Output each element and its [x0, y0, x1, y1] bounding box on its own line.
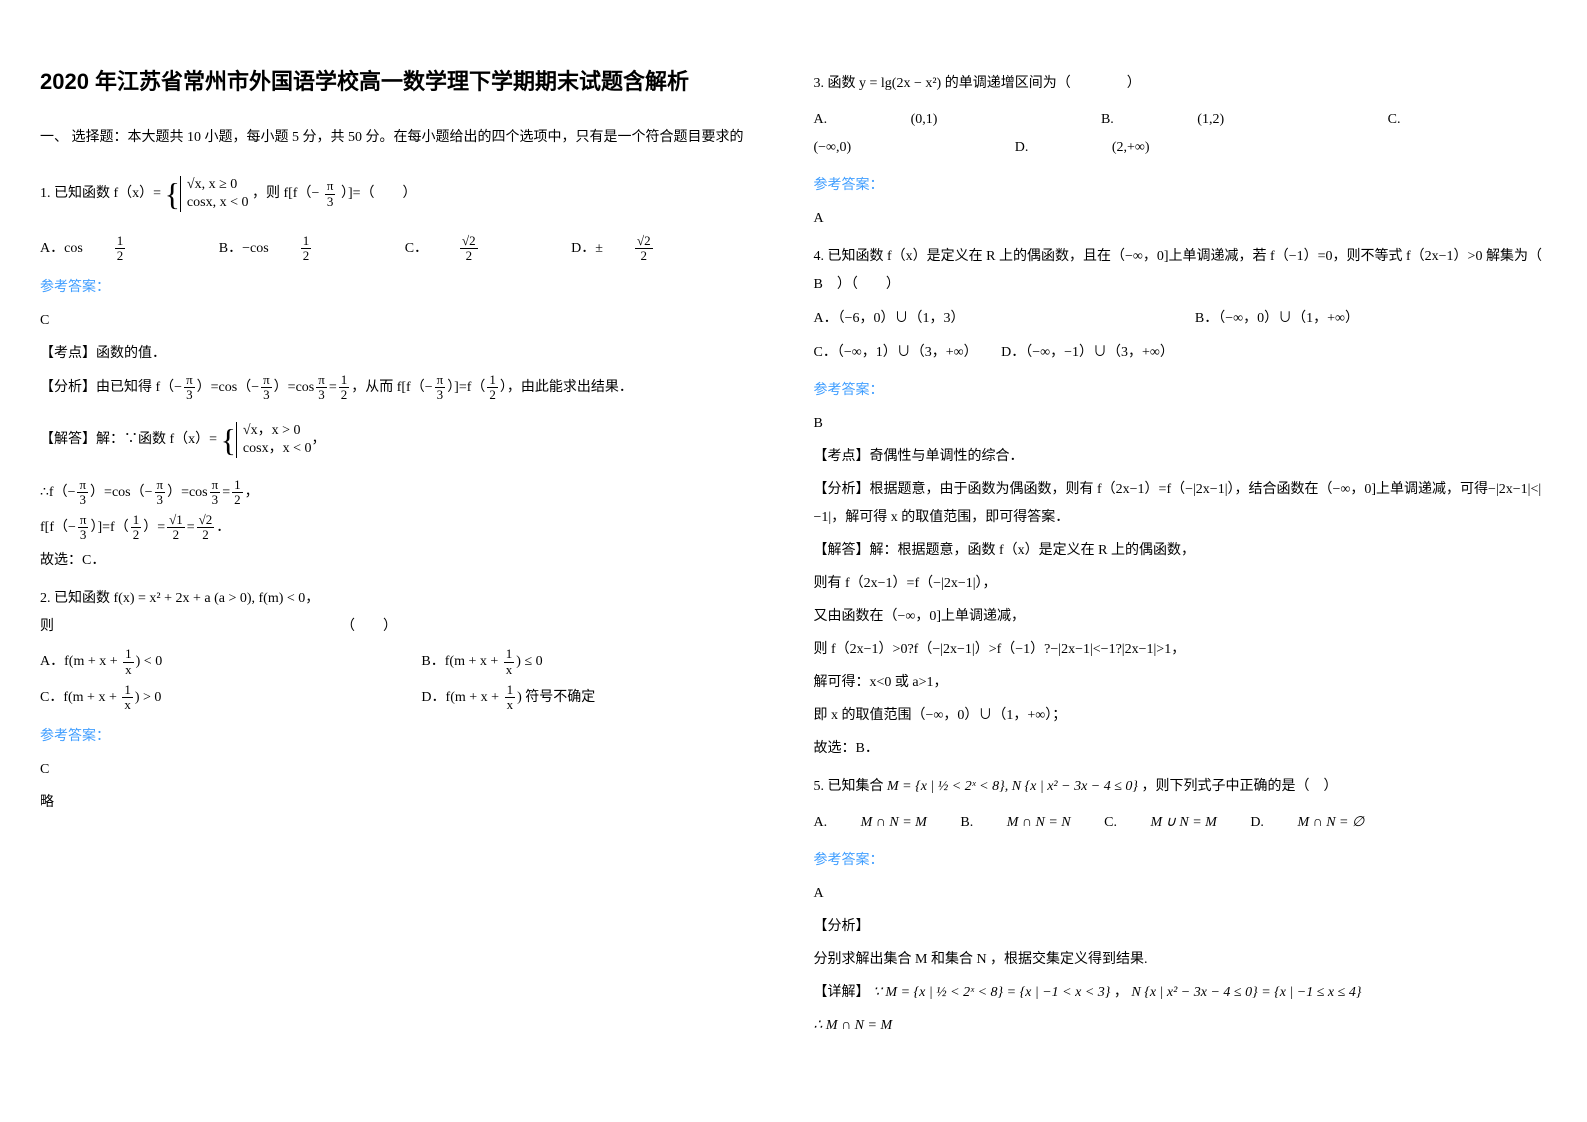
- q4-jieda2: 则有 f（2x−1）=f（−|2x−1|），: [814, 570, 1548, 598]
- q4-guxuan: 故选：B．: [814, 735, 1548, 763]
- q4-fenxi: 【分析】根据题意，由于函数为偶函数，则有 f（2x−1）=f（−|2x−1|），…: [814, 476, 1548, 532]
- q5-conclusion: ∴ M ∩ N = M: [814, 1012, 1548, 1040]
- q1-guxuan: 故选：C．: [40, 547, 774, 575]
- brace-icon: {: [165, 176, 180, 212]
- q4-jieda3: 又由函数在（−∞，0]上单调递减，: [814, 603, 1548, 631]
- section-heading: 一、 选择题：本大题共 10 小题，每小题 5 分，共 50 分。在每小题给出的…: [40, 124, 774, 152]
- answer-label: 参考答案：: [40, 723, 774, 751]
- answer-label: 参考答案：: [814, 172, 1548, 200]
- brace-icon: {: [221, 422, 236, 458]
- q5-xiangjie: 【详解】 ∵ M = {x | ½ < 2ˣ < 8} = {x | −1 < …: [814, 979, 1548, 1007]
- q4-optA: A．（−6，0）∪（1，3）: [814, 305, 1166, 333]
- q1-options: A．cos12 B．−cos12 C．√22 D．±√22: [40, 234, 774, 264]
- q1-line2: ∴f（−π3）=cos（−π3）=cosπ3=12，: [40, 478, 774, 508]
- optA: A．cos: [40, 241, 83, 256]
- q1-suf: ，则 f[f（−: [252, 186, 319, 201]
- q4-jieda4: 则 f（2x−1）>0?f（−|2x−1|）>f（−1）?−|2x−1|<−1?…: [814, 636, 1548, 664]
- case-2: cosx, x < 0: [187, 195, 249, 210]
- answer-label: 参考答案：: [814, 847, 1548, 875]
- q2-labelA: A．: [40, 654, 64, 669]
- case-1: √x, x ≥ 0: [187, 177, 237, 192]
- q2-stem1: 2. 已知函数 f(x) = x² + 2x + a (a > 0), f(m)…: [40, 585, 774, 613]
- frac-pi-3: π3: [325, 179, 336, 209]
- q4-jieda5: 解可得：x<0 或 a>1，: [814, 669, 1548, 697]
- question-5: 5. 已知集合 M = {x | ½ < 2ˣ < 8}, N {x | x² …: [814, 773, 1548, 837]
- left-column: 2020 年江苏省常州市外国语学校高一数学理下学期期末试题含解析 一、 选择题：…: [40, 60, 774, 1062]
- optD: D．±: [571, 241, 603, 256]
- question-3: 3. 函数 y = lg(2x − x²) 的单调递增区间为（ ） A. (0,…: [814, 70, 1548, 162]
- q4-answer-letter: B: [814, 410, 1548, 438]
- q5-answer-letter: A: [814, 880, 1548, 908]
- q5-options: A. M ∩ N = M B. M ∩ N = N C. M ∪ N = M D…: [814, 809, 1548, 837]
- q5-stem-pre: 5. 已知集合: [814, 779, 888, 794]
- q5-stem-suf: ，则下列式子中正确的是（ ）: [1142, 779, 1338, 794]
- piecewise: √x, x ≥ 0 cosx, x < 0: [180, 176, 249, 212]
- q1-stem-prefix: 1. 已知函数 f（x）=: [40, 186, 161, 201]
- q2-stem2: 则 （ ）: [40, 613, 774, 641]
- q2-answer-letter: C: [40, 756, 774, 784]
- q5-fenxi-label: 【分析】: [814, 913, 1548, 941]
- q2-lue: 略: [40, 789, 774, 817]
- q4-stem: 4. 已知函数 f（x）是定义在 R 上的偶函数，且在（−∞，0]上单调递减，若…: [814, 243, 1548, 299]
- answer-label: 参考答案：: [40, 274, 774, 302]
- q1-suf2: ）]=（ ）: [341, 186, 417, 201]
- q1-fenxi: 【分析】由已知得 f（−π3）=cos（−π3）=cosπ3=12，从而 f[f…: [40, 373, 774, 403]
- optB: B．−cos: [219, 241, 269, 256]
- question-1: 1. 已知函数 f（x）= { √x, x ≥ 0 cosx, x < 0 ，则…: [40, 162, 774, 264]
- q1-jieda: 【解答】解：∵函数 f（x）= { √x，x > 0 cosx，x < 0 ，: [40, 408, 774, 472]
- q4-optB: B．（−∞，0）∪（1，+∞）: [1195, 305, 1547, 333]
- q2-labelB: B．: [421, 654, 444, 669]
- q1-line3: f[f（−π3）]=f（12）=√12=√22．: [40, 513, 774, 543]
- q2-labelD: D．: [421, 690, 445, 705]
- right-column: 3. 函数 y = lg(2x − x²) 的单调递增区间为（ ） A. (0,…: [814, 60, 1548, 1062]
- answer-label: 参考答案：: [814, 377, 1548, 405]
- question-2: 2. 已知函数 f(x) = x² + 2x + a (a > 0), f(m)…: [40, 585, 774, 712]
- page-title: 2020 年江苏省常州市外国语学校高一数学理下学期期末试题含解析: [40, 60, 774, 104]
- question-4: 4. 已知函数 f（x）是定义在 R 上的偶函数，且在（−∞，0]上单调递减，若…: [814, 243, 1548, 367]
- q4-kaodian: 【考点】奇偶性与单调性的综合．: [814, 443, 1548, 471]
- q4-jieda6: 即 x 的取值范围（−∞，0）∪（1，+∞）；: [814, 702, 1548, 730]
- q3-options: A. (0,1) B. (1,2) C. (−∞,0) D. (2,+∞): [814, 106, 1548, 162]
- q3-answer: A: [814, 205, 1548, 233]
- q3-stem: 3. 函数 y = lg(2x − x²) 的单调递增区间为（ ）: [814, 70, 1548, 98]
- q2-labelC: C．: [40, 690, 63, 705]
- q5-mdef: M = {x | ½ < 2ˣ < 8}, N {x | x² − 3x − 4…: [887, 779, 1138, 794]
- q1-kaodian: 【考点】函数的值．: [40, 340, 774, 368]
- q5-fenxi: 分别求解出集合 M 和集合 N ，根据交集定义得到结果.: [814, 946, 1548, 974]
- q4-optD: D．（−∞，−1）∪（3，+∞）: [1001, 345, 1174, 360]
- q1-answer-letter: C: [40, 307, 774, 335]
- optC: C．: [405, 241, 428, 256]
- q4-optC: C．（−∞，1）∪（3，+∞）: [814, 345, 978, 360]
- q4-jieda1: 【解答】解：根据题意，函数 f（x）是定义在 R 上的偶函数，: [814, 537, 1548, 565]
